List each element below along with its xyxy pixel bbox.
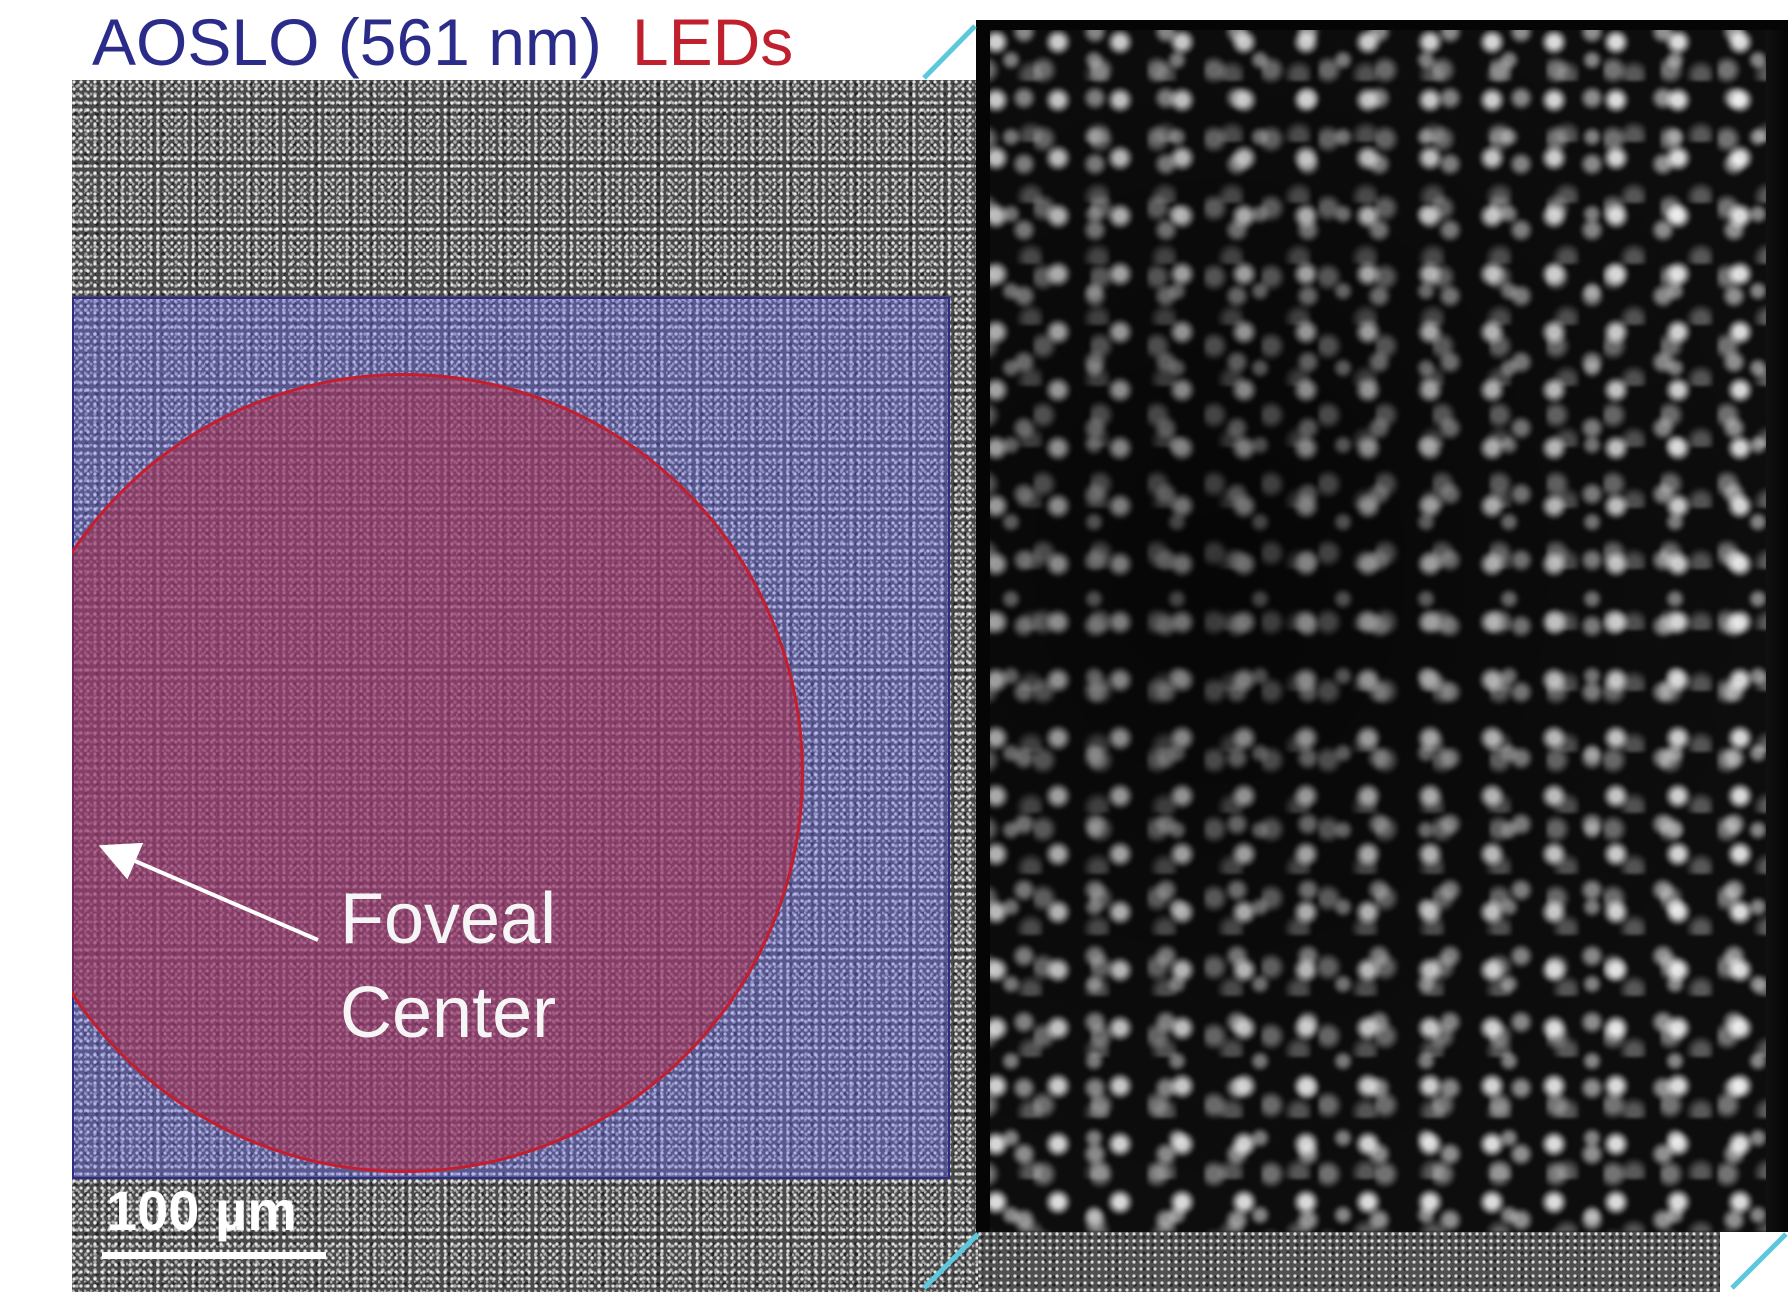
aoslo-title: AOSLO (561 nm): [92, 5, 602, 79]
scale-bar: [102, 1252, 326, 1259]
callout-line-bottom-right: [1730, 1232, 1788, 1290]
led-field-region: [72, 373, 804, 1173]
led-image-edge-left: [976, 20, 990, 1232]
callout-line-top: [922, 24, 977, 80]
led-image-edge-right: [1766, 20, 1788, 1232]
figure-title: AOSLO (561 nm) LEDs: [92, 2, 793, 82]
leds-title: LEDs: [631, 5, 794, 79]
led-zoomed-image: [976, 20, 1788, 1232]
scale-bar-label: 100 µm: [106, 1179, 298, 1242]
led-image-edge-top: [976, 20, 1788, 30]
foveal-center-label: Foveal Center: [340, 879, 557, 1053]
aoslo-strip-bottom: [978, 1232, 1720, 1292]
led-field-clip: [72, 297, 950, 1179]
led-image-shading: [976, 20, 1788, 1232]
